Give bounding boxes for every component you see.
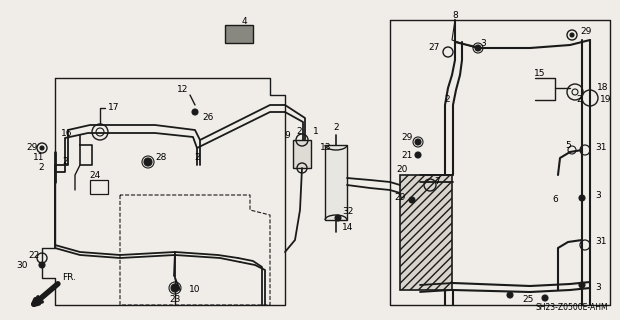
Bar <box>225 25 253 43</box>
Text: 3: 3 <box>595 190 601 199</box>
Text: 9: 9 <box>284 131 290 140</box>
Text: 18: 18 <box>597 84 608 92</box>
Text: 8: 8 <box>452 11 458 20</box>
Text: 25: 25 <box>522 295 534 305</box>
Text: 32: 32 <box>342 207 353 217</box>
Text: 29: 29 <box>27 143 38 153</box>
Text: 4: 4 <box>242 18 247 27</box>
Text: 29: 29 <box>402 133 413 142</box>
Text: 22: 22 <box>29 251 40 260</box>
Circle shape <box>144 158 152 166</box>
Text: 1: 1 <box>313 127 319 137</box>
Text: 26: 26 <box>202 114 214 123</box>
Circle shape <box>475 45 481 51</box>
Text: 6: 6 <box>552 196 558 204</box>
Text: 3: 3 <box>480 39 486 49</box>
Text: 5: 5 <box>565 140 571 149</box>
Text: 17: 17 <box>108 103 120 113</box>
Text: 2: 2 <box>195 154 200 163</box>
Circle shape <box>409 197 415 203</box>
Text: 19: 19 <box>600 95 611 105</box>
Circle shape <box>415 152 421 158</box>
Circle shape <box>415 139 421 145</box>
Text: 27: 27 <box>428 44 440 52</box>
Text: 7: 7 <box>434 178 440 187</box>
Circle shape <box>171 284 179 292</box>
Bar <box>325 145 347 220</box>
Text: 11: 11 <box>32 154 44 163</box>
Circle shape <box>335 215 341 221</box>
Bar <box>400 175 452 290</box>
Text: 14: 14 <box>342 223 353 233</box>
Text: 13: 13 <box>320 143 332 153</box>
Text: 2: 2 <box>333 124 339 132</box>
Text: 24: 24 <box>89 171 100 180</box>
Circle shape <box>192 109 198 115</box>
Text: 31: 31 <box>595 237 606 246</box>
Text: 30: 30 <box>17 260 28 269</box>
Circle shape <box>542 295 548 301</box>
Text: 16: 16 <box>61 129 72 138</box>
Text: 28: 28 <box>155 153 166 162</box>
Text: 10: 10 <box>189 285 201 294</box>
Circle shape <box>579 195 585 201</box>
Text: 2: 2 <box>38 164 44 172</box>
Text: 20: 20 <box>397 165 408 174</box>
Bar <box>90 180 108 194</box>
Text: 29: 29 <box>580 28 591 36</box>
Text: 23: 23 <box>169 295 180 305</box>
Text: 21: 21 <box>402 150 413 159</box>
Circle shape <box>39 262 45 268</box>
Text: SH23-Z0500E-AHM: SH23-Z0500E-AHM <box>536 303 608 312</box>
Text: 3: 3 <box>595 284 601 292</box>
Text: 2: 2 <box>577 95 582 105</box>
Text: 12: 12 <box>177 85 188 94</box>
Text: 29: 29 <box>394 194 406 203</box>
Circle shape <box>40 146 44 150</box>
Circle shape <box>507 292 513 298</box>
Text: 2: 2 <box>62 157 68 166</box>
Text: FR.: FR. <box>62 274 76 283</box>
Circle shape <box>579 282 585 288</box>
Text: 15: 15 <box>534 68 546 77</box>
Text: 31: 31 <box>595 142 606 151</box>
Circle shape <box>570 33 574 37</box>
Text: 2: 2 <box>445 95 450 105</box>
Bar <box>293 140 311 168</box>
Text: 2: 2 <box>296 127 302 137</box>
